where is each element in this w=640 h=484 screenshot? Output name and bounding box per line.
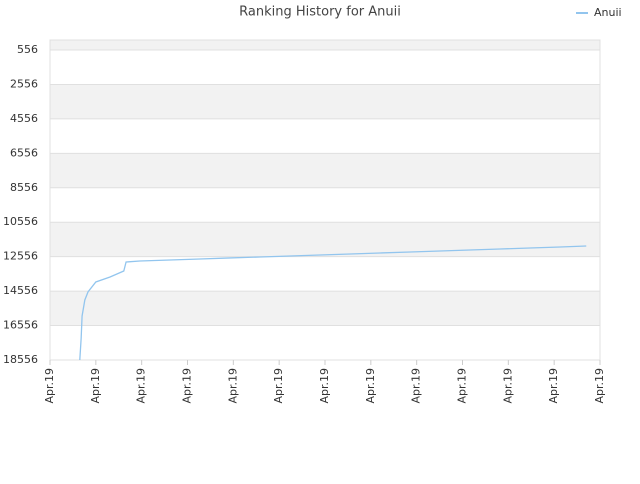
band xyxy=(50,256,600,292)
y-tick-label: 14556 xyxy=(3,284,38,297)
y-tick-label: 16556 xyxy=(3,319,38,332)
y-tick-label: 6556 xyxy=(10,146,38,159)
band xyxy=(50,118,600,154)
band xyxy=(50,222,600,257)
x-tick-label: Apr.19 xyxy=(364,368,377,404)
band xyxy=(50,50,600,85)
x-tick-label: Apr.19 xyxy=(43,368,56,404)
x-tick-label: Apr.19 xyxy=(272,368,285,404)
y-tick-label: 556 xyxy=(17,43,38,56)
x-tick-label: Apr.19 xyxy=(547,368,560,404)
band xyxy=(50,153,600,188)
x-tick-label: Apr.19 xyxy=(181,368,194,404)
x-tick-label: Apr.19 xyxy=(456,368,469,404)
band xyxy=(50,84,600,119)
y-tick-label: 4556 xyxy=(10,112,38,125)
x-tick-label: Apr.19 xyxy=(501,368,514,404)
x-tick-label: Apr.19 xyxy=(226,368,239,404)
y-tick-label: 18556 xyxy=(3,353,38,366)
line xyxy=(79,245,587,361)
y-tick-label: 12556 xyxy=(3,250,38,263)
x-tick-label: Apr.19 xyxy=(89,368,102,404)
x-tick-label: Apr.19 xyxy=(318,368,331,404)
x-tick-label: Apr.19 xyxy=(135,368,148,404)
x-tick-label: Apr.19 xyxy=(593,368,606,404)
band xyxy=(50,291,600,326)
legend-label: Anuii xyxy=(594,6,622,19)
y-tick-label: 8556 xyxy=(10,181,38,194)
x-tick-label: Apr.19 xyxy=(410,368,423,404)
band xyxy=(50,40,600,51)
y-tick-label: 10556 xyxy=(3,215,38,228)
band xyxy=(50,325,600,360)
band xyxy=(50,187,600,223)
y-tick-label: 2556 xyxy=(10,77,38,90)
chart-title: Ranking History for Anuii xyxy=(239,5,401,20)
